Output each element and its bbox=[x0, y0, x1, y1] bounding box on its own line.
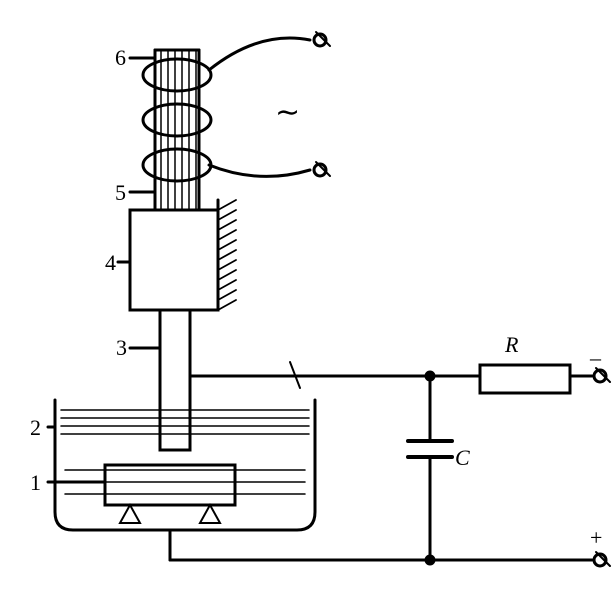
label-minus: – bbox=[590, 345, 601, 371]
label-4: 4 bbox=[105, 250, 116, 276]
label-R: R bbox=[505, 332, 518, 358]
label-plus: + bbox=[590, 525, 602, 551]
label-6: 6 bbox=[115, 45, 126, 71]
label-C: C bbox=[455, 445, 470, 471]
label-2: 2 bbox=[30, 415, 41, 441]
label-3: 3 bbox=[116, 335, 127, 361]
label-1: 1 bbox=[30, 470, 41, 496]
diagram-canvas: 1 2 3 4 5 6 R C ∼ – + bbox=[0, 0, 614, 605]
diagram-svg bbox=[0, 0, 614, 605]
label-ac: ∼ bbox=[275, 95, 300, 130]
label-5: 5 bbox=[115, 180, 126, 206]
